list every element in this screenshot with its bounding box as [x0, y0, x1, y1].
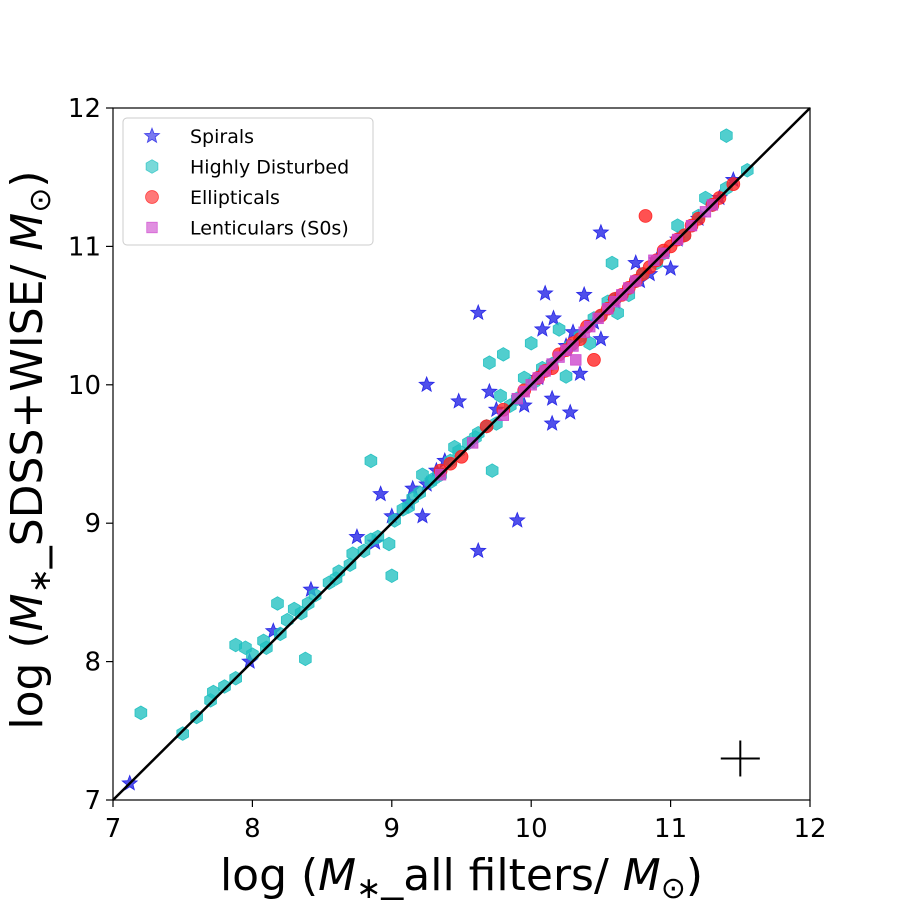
- legend: Spirals Highly Disturbed Ellipticals Lentic…: [122, 117, 374, 246]
- error-bar-cross: [720, 740, 760, 777]
- data-point: [567, 340, 579, 352]
- data-point: [508, 511, 526, 528]
- data-point: [246, 647, 259, 662]
- data-point: [671, 218, 684, 233]
- x-tick-label: 8: [244, 814, 261, 844]
- data-point: [229, 637, 242, 653]
- data-point: [552, 322, 566, 337]
- data-point: [271, 596, 284, 611]
- legend-marker: [145, 190, 159, 204]
- y-tick-label: 9: [84, 509, 101, 539]
- data-point: [524, 336, 538, 351]
- data-point: [348, 528, 366, 545]
- data-point: [418, 375, 436, 393]
- data-point: [638, 209, 653, 223]
- data-point: [571, 364, 589, 382]
- data-point: [570, 354, 582, 366]
- y-tick-label: 11: [68, 232, 101, 262]
- legend-marker: [145, 159, 159, 174]
- data-point: [485, 463, 499, 478]
- legend-label: Spirals: [190, 126, 254, 148]
- legend-label: Ellipticals: [190, 187, 280, 209]
- data-point: [559, 369, 573, 384]
- legend-marker: [146, 221, 158, 234]
- x-tick-label: 9: [384, 814, 401, 844]
- data-point: [450, 392, 468, 409]
- data-point: [469, 541, 487, 559]
- data-point: [592, 330, 610, 347]
- data-point: [497, 409, 509, 421]
- data-point: [479, 419, 494, 434]
- data-point: [299, 651, 312, 667]
- legend-label: Lenticulars (S0s): [190, 218, 349, 240]
- y-tick-label: 8: [84, 648, 101, 678]
- data-point: [648, 254, 660, 266]
- x-tick-label: 10: [515, 814, 548, 844]
- legend-box: [122, 117, 374, 246]
- x-tick-label: 12: [793, 814, 826, 844]
- data-point: [480, 382, 498, 399]
- data-point: [575, 285, 593, 303]
- y-axis-label: log (M∗_SDSS+WISE/ M⊙): [2, 170, 58, 729]
- legend-entry: Lenticulars (S0s): [146, 218, 349, 240]
- y-tick-label: 7: [84, 786, 101, 816]
- y-axis-ticks: 7 8 9 10 11 12: [68, 94, 113, 816]
- data-point: [497, 347, 510, 362]
- x-axis-ticks: 7 8 9 10 11 12: [105, 800, 827, 844]
- data-point: [134, 705, 148, 721]
- legend-entry: Highly Disturbed: [145, 157, 349, 179]
- data-point: [494, 388, 507, 404]
- data-point: [413, 507, 432, 524]
- data-point: [469, 303, 487, 321]
- data-point: [561, 403, 579, 420]
- data-point: [454, 449, 469, 464]
- y-tick-label: 10: [68, 371, 101, 401]
- legend-label: Highly Disturbed: [190, 157, 349, 179]
- data-point: [543, 389, 561, 406]
- data-point: [587, 353, 601, 367]
- data-point: [536, 284, 554, 301]
- data-point: [662, 259, 680, 276]
- y-tick-label: 12: [68, 94, 101, 124]
- one-to-one-line: [112, 107, 811, 801]
- data-point: [372, 485, 390, 502]
- data-points: [121, 128, 754, 791]
- data-point: [176, 726, 189, 741]
- data-point: [592, 223, 610, 240]
- x-axis-label: log (M∗_all filters/ M⊙): [220, 850, 703, 900]
- plot-area-frame: [112, 107, 811, 801]
- legend-marker: [143, 127, 161, 144]
- data-point: [605, 255, 619, 271]
- data-point: [382, 536, 396, 552]
- legend-entry: Spirals: [143, 126, 254, 148]
- data-point: [627, 254, 645, 271]
- data-point: [533, 320, 551, 337]
- x-tick-label: 11: [654, 814, 687, 844]
- data-point: [544, 309, 563, 326]
- x-tick-label: 7: [105, 814, 122, 844]
- legend-entry: Ellipticals: [145, 187, 280, 209]
- data-point: [385, 568, 399, 584]
- data-point: [543, 414, 561, 431]
- data-point: [280, 612, 294, 628]
- data-point: [483, 355, 496, 370]
- data-point: [720, 128, 733, 143]
- data-point: [364, 453, 378, 469]
